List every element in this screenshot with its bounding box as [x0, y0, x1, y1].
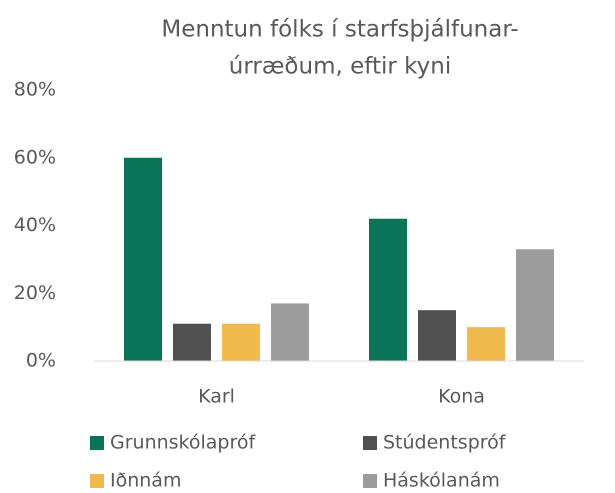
x-tick-label: Kona	[438, 386, 485, 408]
y-tick-label: 80%	[14, 79, 56, 101]
x-tick-label: Karl	[198, 386, 235, 408]
y-tick-label: 20%	[14, 282, 56, 304]
chart-title: úrræðum, eftir kyni	[229, 54, 451, 80]
bar	[516, 249, 554, 361]
legend-label: Háskólanám	[383, 470, 500, 492]
bar	[271, 303, 309, 361]
bar	[467, 327, 505, 361]
legend-swatch	[363, 474, 377, 488]
bar	[124, 157, 162, 361]
bar	[222, 323, 260, 361]
legend-swatch	[363, 436, 377, 450]
chart-title: Menntun fólks í starfsþjálfunar-	[161, 17, 518, 43]
bar	[173, 323, 211, 361]
y-tick-label: 60%	[14, 146, 56, 168]
y-tick-label: 0%	[26, 350, 56, 372]
legend-label: Grunnskólapróf	[110, 432, 257, 454]
bar	[418, 310, 456, 361]
legend-swatch	[90, 474, 104, 488]
bar	[369, 218, 407, 361]
legend-label: Stúdentspróf	[383, 432, 507, 454]
legend-label: Iðnnám	[110, 470, 181, 492]
y-tick-label: 40%	[14, 214, 56, 236]
legend-swatch	[90, 436, 104, 450]
